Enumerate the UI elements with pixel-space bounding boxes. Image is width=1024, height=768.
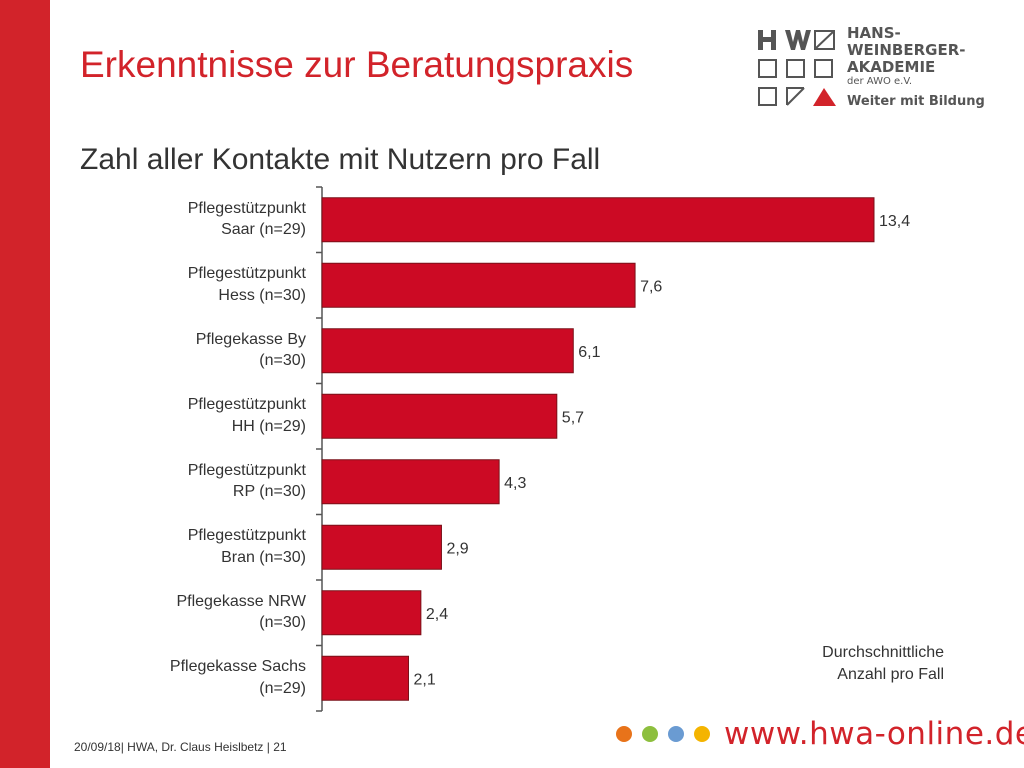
bar-value-label: 7,6	[640, 278, 662, 295]
annotation-line: Anzahl pro Fall	[837, 665, 944, 683]
category-label-line: Pflegestützpunkt	[187, 461, 306, 479]
slide-title: Erkenntnisse zur Beratungspraxis	[80, 44, 634, 85]
chart-annotation: Durchschnittliche Anzahl pro Fall	[822, 642, 944, 685]
logo-line-4: der AWO e.V.	[847, 76, 913, 87]
hwa-logo: HANS- WEINBERGER- AKADEMIE der AWO e.V. …	[756, 26, 996, 116]
bar	[321, 262, 636, 308]
category-label-line: Pflegestützpunkt	[187, 396, 306, 414]
bar	[321, 328, 574, 374]
category-label-line: Bran (n=30)	[221, 548, 306, 566]
annotation-line: Durchschnittliche	[822, 644, 944, 661]
footer-text: 20/09/18| HWA, Dr. Claus Heislbetz | 21	[74, 740, 287, 754]
bar-value-label: 2,1	[414, 671, 436, 688]
logo-line-2: WEINBERGER-	[847, 41, 966, 59]
bar	[321, 590, 422, 636]
category-label-line: Pflegestützpunkt	[187, 199, 306, 217]
bar	[321, 393, 558, 439]
category-label-line: Pflegestützpunkt	[187, 527, 306, 545]
category-label: Pflegestützpunkt Bran (n=30)	[188, 525, 306, 568]
category-label: Pflegekasse By (n=30)	[196, 329, 306, 372]
category-label: Pflegestützpunkt Hess (n=30)	[188, 263, 306, 306]
bar-value-label: 2,4	[426, 606, 448, 623]
bar-value-label: 2,9	[446, 540, 468, 557]
bar-value-label: 6,1	[578, 344, 600, 361]
logo-text: HANS- WEINBERGER- AKADEMIE der AWO e.V. …	[847, 24, 985, 109]
color-dot	[616, 726, 632, 742]
category-label-line: Pflegekasse NRW	[176, 592, 306, 610]
color-dot	[642, 726, 658, 742]
bar	[321, 197, 875, 243]
bar	[321, 655, 410, 701]
category-label-line: Hess (n=30)	[218, 286, 306, 304]
bar-value-label: 13,4	[879, 213, 910, 230]
category-label: Pflegestützpunkt RP (n=30)	[188, 460, 306, 503]
category-label: Pflegestützpunkt HH (n=29)	[188, 394, 306, 437]
category-label-line: (n=30)	[259, 352, 306, 370]
category-label-line: HH (n=29)	[231, 417, 306, 435]
bar-value-label: 5,7	[562, 409, 584, 426]
bar	[321, 459, 500, 505]
color-dot	[694, 726, 710, 742]
category-label-line: Pflegekasse Sachs	[169, 658, 306, 676]
logo-grid-icon	[758, 30, 836, 106]
category-label-line: (n=30)	[259, 614, 306, 632]
category-label-line: Pflegestützpunkt	[187, 265, 306, 283]
bar	[321, 524, 442, 570]
color-dots	[616, 726, 716, 746]
logo-tagline: Weiter mit Bildung	[847, 94, 985, 109]
category-label: Pflegekasse Sachs (n=29)	[170, 656, 306, 699]
logo-line-1: HANS-	[847, 24, 901, 42]
category-label-line: (n=29)	[259, 679, 306, 697]
category-label: Pflegekasse NRW (n=30)	[176, 591, 306, 634]
website-url[interactable]: www.hwa-online.de	[724, 716, 1024, 752]
bar-value-label: 4,3	[504, 475, 526, 492]
category-label-line: RP (n=30)	[232, 483, 306, 501]
left-accent-stripe	[0, 0, 50, 768]
category-label-line: Pflegekasse By	[195, 330, 306, 348]
logo-line-3: AKADEMIE	[847, 58, 936, 76]
category-label: Pflegestützpunkt Saar (n=29)	[188, 198, 306, 241]
chart-subtitle: Zahl aller Kontakte mit Nutzern pro Fall	[80, 143, 601, 176]
color-dot	[668, 726, 684, 742]
category-label-line: Saar (n=29)	[221, 221, 306, 239]
